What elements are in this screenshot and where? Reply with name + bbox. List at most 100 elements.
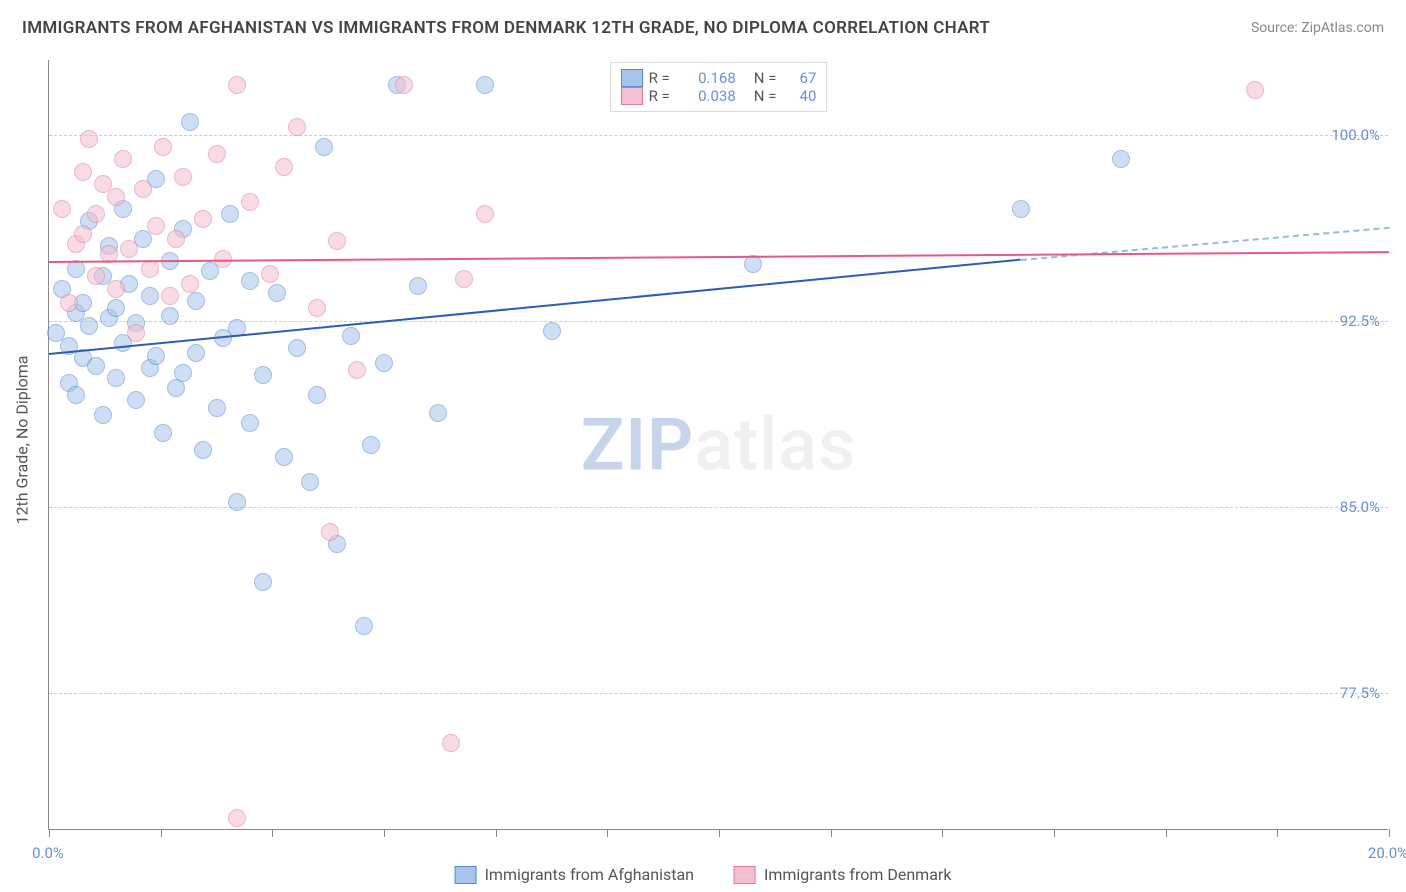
data-point: [308, 386, 326, 404]
data-point: [141, 287, 159, 305]
data-point: [208, 399, 226, 417]
data-point: [275, 448, 293, 466]
data-point: [362, 436, 380, 454]
legend-correlation: R =0.168N =67R =0.038N =40: [610, 62, 828, 112]
x-tick-mark: [1166, 829, 1167, 837]
x-tick-mark: [607, 829, 608, 837]
x-tick-mark: [161, 829, 162, 837]
data-point: [154, 424, 172, 442]
gridline: [49, 135, 1388, 136]
data-point: [74, 225, 92, 243]
data-point: [301, 473, 319, 491]
data-point: [94, 406, 112, 424]
data-point: [442, 734, 460, 752]
data-point: [134, 180, 152, 198]
data-point: [120, 240, 138, 258]
trend-line: [1020, 226, 1389, 260]
data-point: [187, 344, 205, 362]
data-point: [348, 361, 366, 379]
data-point: [261, 265, 279, 283]
legend-item: Immigrants from Denmark: [734, 865, 951, 884]
data-point: [241, 414, 259, 432]
data-point: [228, 809, 246, 827]
data-point: [107, 280, 125, 298]
legend-row: R =0.168N =67: [621, 69, 817, 87]
data-point: [455, 270, 473, 288]
trend-line: [49, 251, 1389, 263]
x-tick-label: 20.0%: [1368, 844, 1406, 862]
x-tick-mark: [384, 829, 385, 837]
x-tick-mark: [719, 829, 720, 837]
data-point: [87, 357, 105, 375]
data-point: [80, 317, 98, 335]
data-point: [181, 113, 199, 131]
data-point: [167, 230, 185, 248]
data-point: [328, 232, 346, 250]
data-point: [127, 391, 145, 409]
gridline: [49, 507, 1388, 508]
data-point: [221, 205, 239, 223]
x-tick-label: 0.0%: [32, 844, 64, 862]
y-tick-label: 85.0%: [1340, 498, 1380, 516]
y-tick-label: 100.0%: [1331, 126, 1380, 144]
data-point: [254, 366, 272, 384]
data-point: [147, 217, 165, 235]
x-tick-mark: [1054, 829, 1055, 837]
x-tick-mark: [49, 829, 50, 837]
x-tick-mark: [272, 829, 273, 837]
x-tick-mark: [1277, 829, 1278, 837]
data-point: [127, 324, 145, 342]
data-point: [241, 193, 259, 211]
data-point: [268, 284, 286, 302]
data-point: [187, 292, 205, 310]
x-tick-mark: [1389, 829, 1390, 837]
y-axis-label: 12th Grade, No Diploma: [13, 356, 32, 525]
gridline: [49, 321, 1388, 322]
data-point: [308, 299, 326, 317]
data-point: [1012, 200, 1030, 218]
plot-area: ZIPatlas R =0.168N =67R =0.038N =40 77.5…: [48, 60, 1388, 830]
x-tick-mark: [831, 829, 832, 837]
data-point: [87, 205, 105, 223]
x-tick-mark: [942, 829, 943, 837]
data-point: [476, 205, 494, 223]
data-point: [288, 118, 306, 136]
chart-title: IMMIGRANTS FROM AFGHANISTAN VS IMMIGRANT…: [22, 18, 990, 38]
data-point: [174, 364, 192, 382]
data-point: [355, 617, 373, 635]
data-point: [228, 493, 246, 511]
data-point: [60, 294, 78, 312]
gridline: [49, 693, 1388, 694]
data-point: [275, 158, 293, 176]
data-point: [315, 138, 333, 156]
data-point: [1112, 150, 1130, 168]
data-point: [74, 163, 92, 181]
data-point: [80, 130, 98, 148]
data-point: [114, 150, 132, 168]
data-point: [161, 307, 179, 325]
x-tick-mark: [496, 829, 497, 837]
legend-row: R =0.038N =40: [621, 87, 817, 105]
y-tick-label: 92.5%: [1340, 312, 1380, 330]
data-point: [288, 339, 306, 357]
data-point: [208, 145, 226, 163]
data-point: [429, 404, 447, 422]
data-point: [194, 210, 212, 228]
data-point: [194, 441, 212, 459]
data-point: [321, 523, 339, 541]
data-point: [375, 354, 393, 372]
data-point: [174, 168, 192, 186]
data-point: [1246, 81, 1264, 99]
data-point: [228, 76, 246, 94]
data-point: [87, 267, 105, 285]
data-point: [154, 138, 172, 156]
data-point: [476, 76, 494, 94]
data-point: [147, 347, 165, 365]
data-point: [342, 327, 360, 345]
data-point: [161, 287, 179, 305]
data-point: [181, 275, 199, 293]
data-point: [543, 322, 561, 340]
data-point: [254, 573, 272, 591]
legend-series: Immigrants from AfghanistanImmigrants fr…: [455, 865, 952, 884]
watermark: ZIPatlas: [581, 402, 856, 487]
